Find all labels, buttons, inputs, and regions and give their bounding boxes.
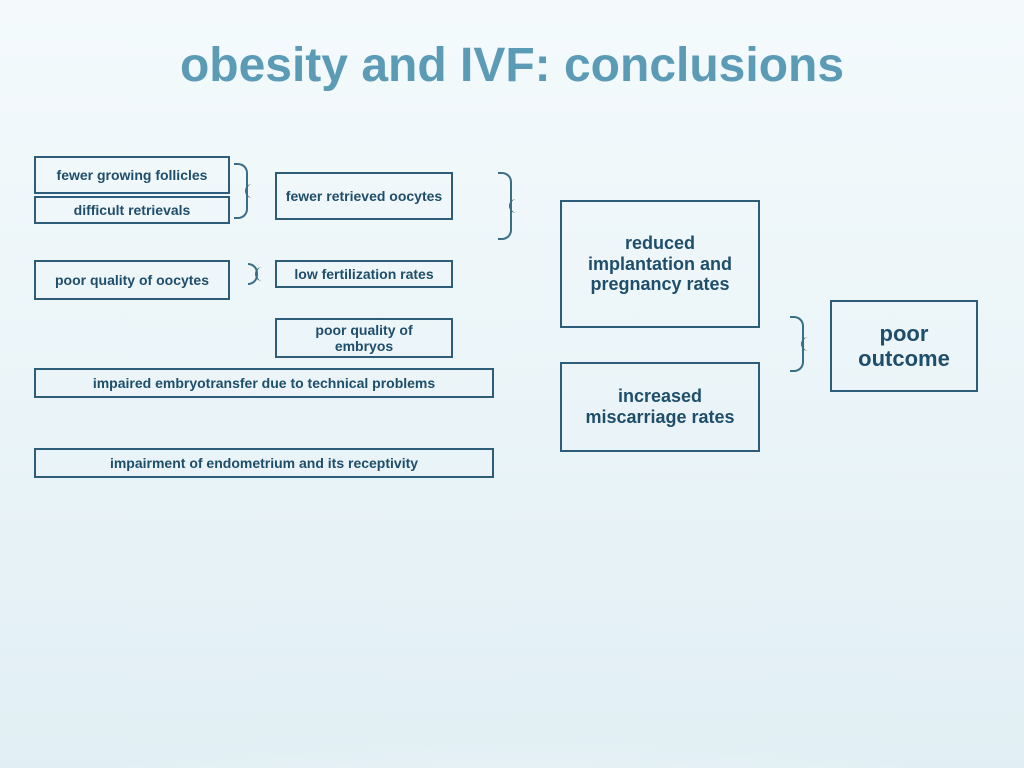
brace-2: [248, 263, 258, 285]
box-difficult-retrievals: difficult retrievals: [34, 196, 230, 224]
label: reduced implantation and pregnancy rates: [570, 233, 750, 295]
box-reduced-impl: reduced implantation and pregnancy rates: [560, 200, 760, 328]
slide-title: obesity and IVF: conclusions: [0, 38, 1024, 93]
label: poor quality of embryos: [285, 322, 443, 354]
box-poor-outcome: poor outcome: [830, 300, 978, 392]
label: fewer retrieved oocytes: [286, 188, 442, 204]
brace-4: [790, 316, 804, 372]
brace-1: [234, 163, 248, 219]
label: poor outcome: [840, 321, 968, 372]
box-fewer-follicles: fewer growing follicles: [34, 156, 230, 194]
box-miscarriage: increased miscarriage rates: [560, 362, 760, 452]
label: impairment of endometrium and its recept…: [110, 455, 418, 471]
box-poor-embryos: poor quality of embryos: [275, 318, 453, 358]
box-impaired-transfer: impaired embryotransfer due to technical…: [34, 368, 494, 398]
box-impaired-endo: impairment of endometrium and its recept…: [34, 448, 494, 478]
label: increased miscarriage rates: [570, 386, 750, 427]
box-fewer-oocytes: fewer retrieved oocytes: [275, 172, 453, 220]
label: difficult retrievals: [74, 202, 191, 218]
label: impaired embryotransfer due to technical…: [93, 375, 435, 391]
label: poor quality of oocytes: [55, 272, 209, 288]
box-low-fert: low fertilization rates: [275, 260, 453, 288]
label: fewer growing follicles: [57, 167, 208, 183]
brace-3: [498, 172, 512, 240]
label: low fertilization rates: [294, 266, 433, 282]
box-poor-oocytes: poor quality of oocytes: [34, 260, 230, 300]
